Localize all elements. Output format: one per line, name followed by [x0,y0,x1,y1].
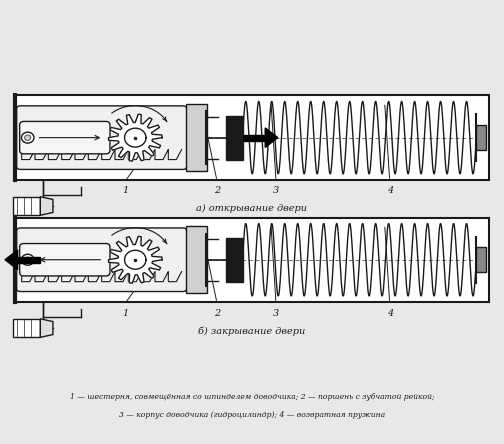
Bar [15,95,489,180]
Bar [15,218,489,302]
FancyBboxPatch shape [17,106,186,170]
Text: 1: 1 [122,309,129,317]
Bar [18,257,40,263]
Text: 4: 4 [387,309,393,317]
FancyBboxPatch shape [20,122,110,154]
Text: б) закрывание двери: б) закрывание двери [199,326,305,336]
Bar [476,125,486,151]
Text: 1: 1 [122,186,129,195]
Bar [226,238,242,281]
Text: 4: 4 [387,186,393,195]
Polygon shape [108,236,162,283]
Text: 3 — корпус доводчика (гидроцилиндр); 4 — возвратная пружина: 3 — корпус доводчика (гидроцилиндр); 4 —… [119,411,385,419]
Bar [476,247,486,272]
Polygon shape [265,128,278,147]
Polygon shape [40,319,53,337]
Circle shape [25,257,31,262]
Text: 1 — шестерня, совмещённая со шпинделем доводчика; 2 — поршень с зубчатой рейкой;: 1 — шестерня, совмещённая со шпинделем д… [70,393,434,401]
Bar [13,197,40,215]
FancyBboxPatch shape [20,243,110,276]
Text: а) открывание двери: а) открывание двери [197,204,307,214]
Bar [185,104,207,171]
Bar [185,226,207,293]
Text: 3: 3 [273,309,279,317]
Bar [242,135,265,141]
FancyBboxPatch shape [17,228,186,292]
Text: 2: 2 [214,309,220,317]
Polygon shape [108,114,162,161]
Circle shape [22,254,34,265]
Text: 2: 2 [214,186,220,195]
Bar [226,116,242,159]
Circle shape [22,132,34,143]
Bar [13,319,40,337]
Polygon shape [40,197,53,215]
Circle shape [25,135,31,140]
Polygon shape [5,250,18,270]
Text: 3: 3 [273,186,279,195]
